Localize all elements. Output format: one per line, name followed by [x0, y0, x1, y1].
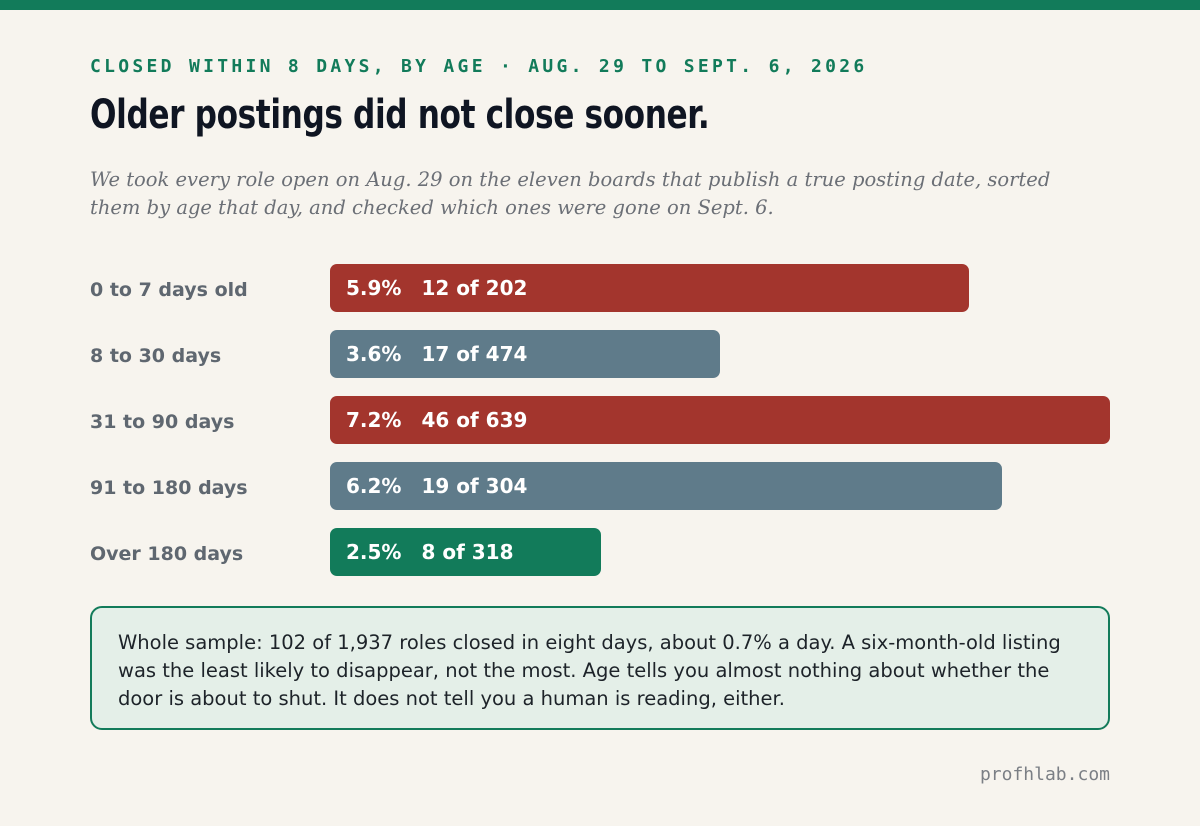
top-accent-bar	[0, 0, 1200, 10]
bar-data-label: 5.9% 12 of 202	[346, 264, 527, 312]
count-label: 46 of 639	[421, 408, 528, 432]
bar	[330, 330, 720, 378]
dek: We took every role open on Aug. 29 on th…	[90, 168, 1051, 219]
bar-data-label: 2.5% 8 of 318	[346, 528, 514, 576]
category-label: 8 to 30 days	[90, 345, 222, 367]
summary-note-text: Whole sample: 102 of 1,937 roles closed …	[118, 631, 1061, 710]
count-label: 12 of 202	[421, 276, 528, 300]
category-label: 91 to 180 days	[90, 477, 248, 499]
value-label: 3.6%	[346, 342, 402, 366]
bar	[330, 528, 601, 576]
bar	[330, 396, 1110, 444]
bar	[330, 264, 969, 312]
category-label: Over 180 days	[90, 543, 244, 565]
summary-note: Whole sample: 102 of 1,937 roles closed …	[90, 606, 1110, 730]
bar	[330, 462, 1002, 510]
category-label: 0 to 7 days old	[90, 279, 248, 301]
count-label: 19 of 304	[421, 474, 528, 498]
count-label: 8 of 318	[421, 540, 514, 564]
bar-data-label: 3.6% 17 of 474	[346, 330, 527, 378]
value-label: 7.2%	[346, 408, 402, 432]
value-label: 5.9%	[346, 276, 402, 300]
bar-chart: 0 to 7 days old 5.9% 12 of 202 8 to 30 days…	[90, 264, 1110, 576]
count-label: 17 of 474	[421, 342, 528, 366]
headline: Older postings did not close sooner.	[90, 92, 710, 138]
bar-data-label: 7.2% 46 of 639	[346, 396, 527, 444]
kicker: CLOSED WITHIN 8 DAYS, BY AGE · AUG. 29 T…	[90, 56, 868, 77]
category-label: 31 to 90 days	[90, 411, 235, 433]
site-credit: profhlab.com	[979, 764, 1110, 785]
bar-data-label: 6.2% 19 of 304	[346, 462, 527, 510]
value-label: 6.2%	[346, 474, 402, 498]
value-label: 2.5%	[346, 540, 402, 564]
